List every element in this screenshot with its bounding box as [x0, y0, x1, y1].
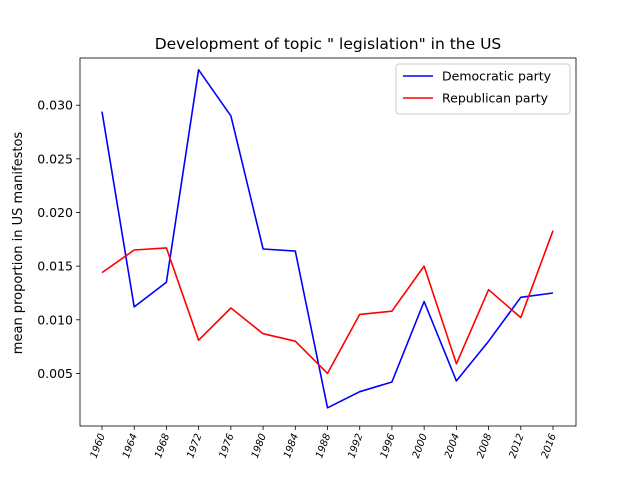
series-line-0	[101, 69, 554, 409]
series-line-1	[101, 230, 554, 375]
y-tick-label: 0.030	[37, 98, 73, 113]
x-tick-label: 1964	[121, 432, 140, 460]
y-tick-label: 0.020	[37, 205, 73, 220]
x-tick-label: 1972	[185, 432, 204, 460]
legend: Democratic party Republican party	[395, 63, 571, 115]
x-tick-label: 2012	[508, 432, 527, 460]
x-tick-label: 1988	[314, 432, 333, 460]
x-axis: 1960 1964 1968 1972 1976 1980 1984 1988 1992 1996…	[89, 426, 559, 460]
legend-label-republican: Republican party	[442, 91, 549, 106]
x-tick-label: 2000	[411, 432, 430, 460]
x-tick-label: 1996	[379, 432, 398, 460]
y-axis: 0.005 0.010 0.015 0.020 0.025 0.030	[37, 98, 80, 381]
x-tick-label: 1992	[346, 432, 365, 460]
legend-box	[395, 63, 571, 115]
x-tick-label: 2008	[475, 432, 494, 460]
series-lines	[101, 69, 554, 409]
y-tick-label: 0.010	[37, 312, 73, 327]
y-tick-label: 0.005	[37, 366, 73, 381]
x-tick-label: 1976	[218, 432, 237, 460]
x-tick-label: 2004	[443, 432, 462, 460]
x-tick-label: 1980	[250, 432, 269, 460]
x-tick-label: 1968	[153, 432, 172, 460]
legend-label-democratic: Democratic party	[442, 69, 552, 84]
x-tick-label: 2016	[540, 432, 559, 460]
chart-title: Development of topic " legislation" in t…	[155, 35, 502, 53]
y-axis-label: mean proportion in US manifestos	[11, 132, 26, 355]
x-tick-label: 1984	[282, 432, 301, 460]
x-tick-label: 1960	[89, 432, 108, 460]
plot-area-frame	[79, 57, 577, 427]
y-tick-label: 0.015	[37, 259, 73, 274]
y-tick-label: 0.025	[37, 151, 73, 166]
